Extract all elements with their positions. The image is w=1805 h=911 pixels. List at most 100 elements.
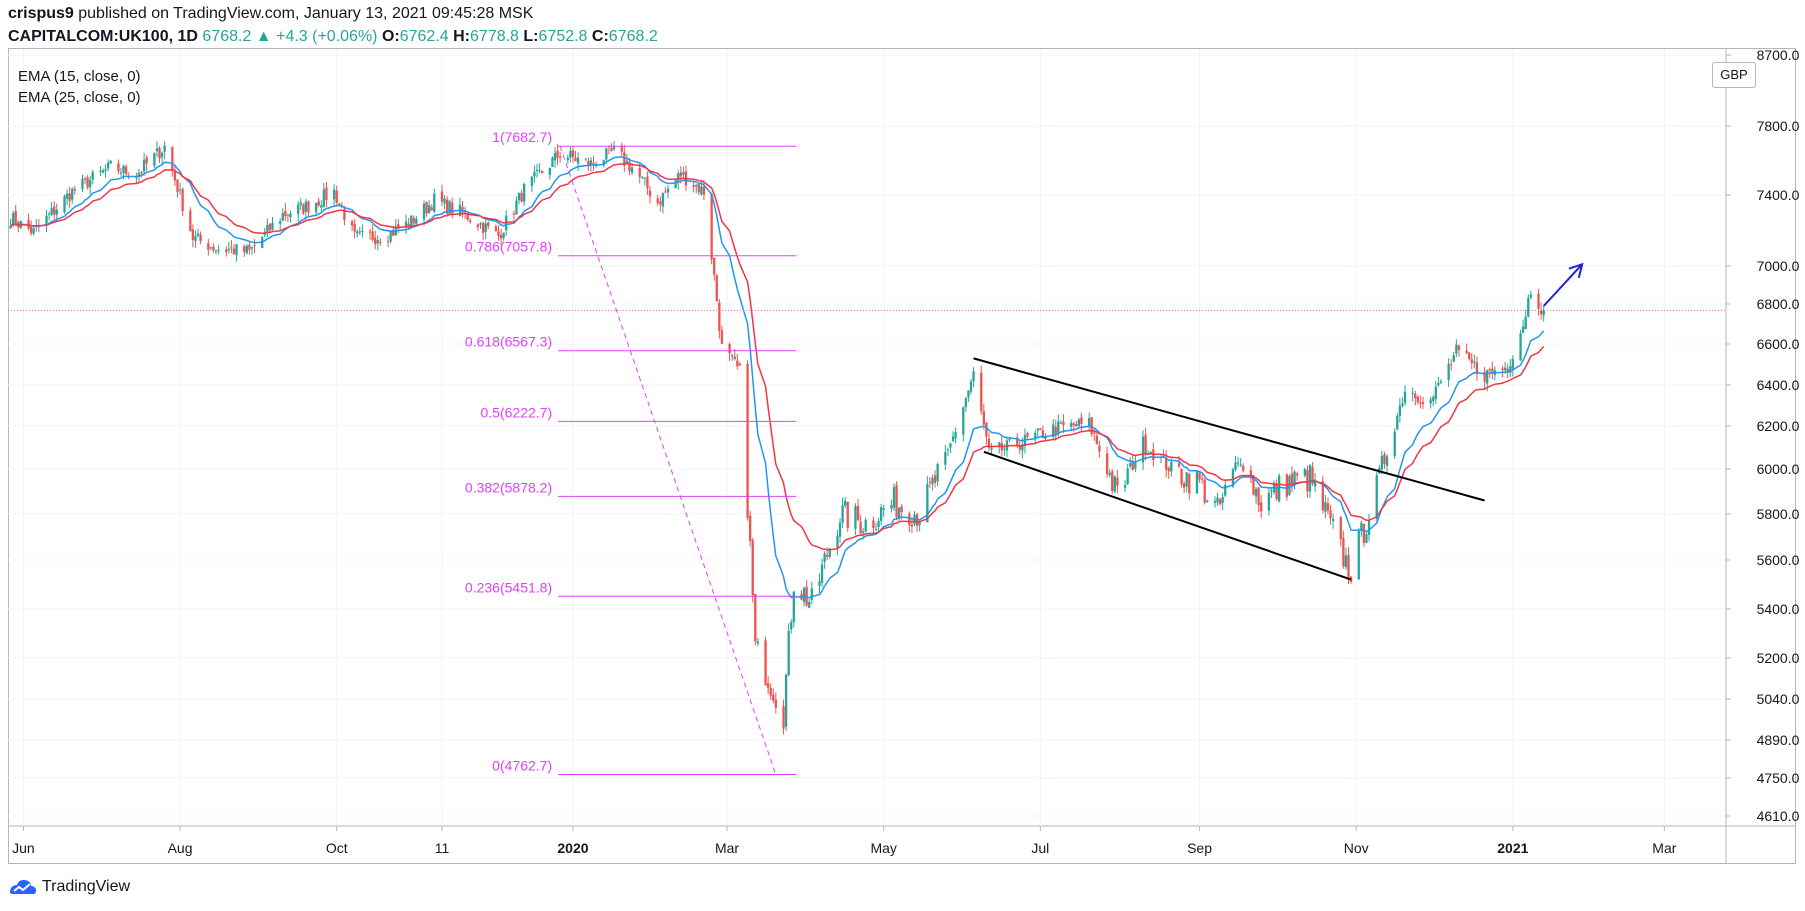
- candle-body: [792, 591, 795, 623]
- legend-ema-15[interactable]: EMA (15, close, 0): [18, 68, 141, 85]
- candle-body: [212, 246, 215, 251]
- candle-body: [756, 641, 760, 644]
- candle-body: [1213, 500, 1217, 503]
- candle-body: [728, 344, 731, 354]
- candle-body: [610, 148, 613, 152]
- candle-body: [81, 178, 84, 190]
- candle-body: [68, 193, 71, 202]
- candle-body: [484, 223, 487, 232]
- candle-body: [1093, 432, 1096, 434]
- candle-body: [697, 183, 700, 193]
- candle-body: [214, 250, 218, 252]
- candle-body: [463, 211, 467, 213]
- candle-body: [371, 231, 374, 240]
- candle-body: [515, 200, 518, 215]
- candle-body: [1503, 367, 1507, 370]
- candle-body: [320, 205, 323, 208]
- candle-body: [253, 244, 256, 246]
- candle-body: [512, 213, 516, 215]
- candle-body: [230, 247, 233, 249]
- candle-body: [410, 215, 413, 227]
- time-axis[interactable]: Jun Aug Oct 11 2020 Mar May Jul Sep Nov 2021 Mar: [12, 826, 1677, 856]
- fib-level-label: 0.236(5451.8): [465, 579, 552, 595]
- candle-body: [1077, 419, 1081, 426]
- candle-body: [481, 222, 485, 233]
- tradingview-brand[interactable]: TradingView: [8, 876, 130, 898]
- candle-body: [106, 162, 110, 169]
- candle-body: [969, 381, 973, 392]
- candle-body: [808, 601, 811, 608]
- candle-body: [1257, 487, 1260, 506]
- candle-body: [1491, 368, 1494, 374]
- candle-body: [1398, 405, 1402, 416]
- candle-body: [1385, 456, 1389, 466]
- candle-body: [659, 201, 662, 205]
- candle-body: [14, 211, 17, 225]
- candle-body: [445, 199, 449, 214]
- candle-body: [235, 244, 238, 256]
- candle-body: [980, 372, 983, 412]
- candle-body: [1509, 366, 1512, 373]
- candle-body: [199, 234, 202, 241]
- candle-body: [1375, 475, 1378, 519]
- candle-body: [1383, 454, 1386, 465]
- candle-body: [1105, 453, 1109, 475]
- candle-body: [820, 564, 824, 583]
- candle-body: [702, 186, 706, 195]
- candle-body: [232, 248, 236, 255]
- y-tick-label: 5040.0: [1757, 691, 1800, 707]
- candle-body: [962, 407, 965, 435]
- symbol-label: CAPITALCOM:UK100, 1D: [8, 28, 198, 45]
- candle-body: [386, 241, 390, 243]
- candle-body: [1234, 462, 1237, 470]
- candle-body: [1059, 422, 1063, 424]
- candle-body: [890, 505, 893, 509]
- candle-body: [846, 501, 849, 528]
- y-tick-label: 4890.0: [1757, 732, 1800, 748]
- candle-body: [83, 178, 87, 180]
- candle-body: [302, 204, 305, 214]
- candle-body: [1339, 517, 1342, 539]
- candle-body: [1529, 294, 1532, 298]
- candle-body: [877, 521, 880, 528]
- legend-ema-25[interactable]: EMA (25, close, 0): [18, 89, 141, 106]
- candle-body: [836, 535, 839, 549]
- candle-body: [556, 150, 559, 158]
- candle-body: [826, 554, 829, 557]
- price-axis[interactable]: 8700.0 7800.0 7400.0 7000.0 6800.0 6600.0 6400…: [1726, 47, 1800, 824]
- currency-badge[interactable]: GBP: [1712, 62, 1756, 88]
- candle-body: [859, 521, 862, 534]
- candle-body: [427, 205, 431, 214]
- candle-body: [171, 146, 174, 172]
- candle-body: [1527, 298, 1530, 317]
- candle-body: [1041, 430, 1045, 439]
- candle-body: [178, 189, 182, 191]
- candle-body: [533, 171, 536, 177]
- candle-body: [268, 223, 272, 231]
- candle-body: [173, 170, 177, 181]
- candle-body: [982, 411, 986, 425]
- candle-body: [1321, 481, 1324, 511]
- y-tick-label: 5800.0: [1757, 506, 1800, 522]
- candle-body: [931, 477, 934, 485]
- candle-body: [73, 188, 76, 191]
- candle-body: [656, 198, 659, 203]
- candle-body: [1224, 484, 1227, 496]
- candle-body: [540, 170, 544, 173]
- author-name[interactable]: crispus9: [8, 5, 74, 22]
- candle-body: [1537, 293, 1540, 309]
- candle-body: [551, 157, 554, 167]
- candle-body: [628, 161, 631, 171]
- candle-body: [679, 172, 682, 177]
- candle-body: [569, 150, 572, 158]
- projection-arrow-head: [1568, 262, 1584, 279]
- candle-body: [250, 246, 254, 249]
- candle-body: [412, 217, 415, 224]
- candle-body: [1501, 368, 1504, 371]
- candle-body: [928, 482, 932, 484]
- candle-body: [1275, 483, 1278, 499]
- x-tick-label: May: [870, 840, 896, 856]
- candle-body: [104, 169, 107, 171]
- candle-body: [1447, 363, 1450, 380]
